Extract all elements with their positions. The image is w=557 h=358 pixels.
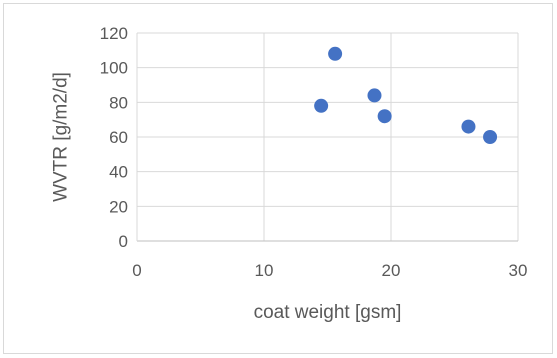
y-tick-label: 100 <box>100 59 128 78</box>
y-tick-label: 60 <box>109 128 128 147</box>
data-points <box>314 46 498 144</box>
y-tick-label: 80 <box>109 93 128 112</box>
grid-lines <box>137 32 519 241</box>
x-tick-label: 30 <box>509 261 528 280</box>
data-point <box>483 130 498 144</box>
y-tick-labels: 0 20 40 60 80 100 120 <box>100 24 128 251</box>
data-point <box>377 109 392 124</box>
y-axis-title: WVTR [g/m2/d] <box>51 72 72 202</box>
y-tick-label: 120 <box>100 24 128 43</box>
x-tick-labels: 0 10 20 30 <box>132 261 527 280</box>
x-axis-title: coat weight [gsm] <box>254 302 402 323</box>
y-tick-label: 0 <box>119 232 128 251</box>
x-tick-label: 20 <box>382 261 401 280</box>
y-tick-label: 40 <box>109 163 128 182</box>
y-tick-label: 20 <box>109 197 128 216</box>
axis-lines <box>136 33 518 242</box>
data-point <box>328 46 343 61</box>
data-point <box>314 98 329 113</box>
x-tick-label: 10 <box>255 261 274 280</box>
data-point <box>367 88 382 103</box>
x-tick-label: 0 <box>132 261 141 280</box>
chart-area <box>3 3 553 354</box>
data-point <box>461 119 476 134</box>
